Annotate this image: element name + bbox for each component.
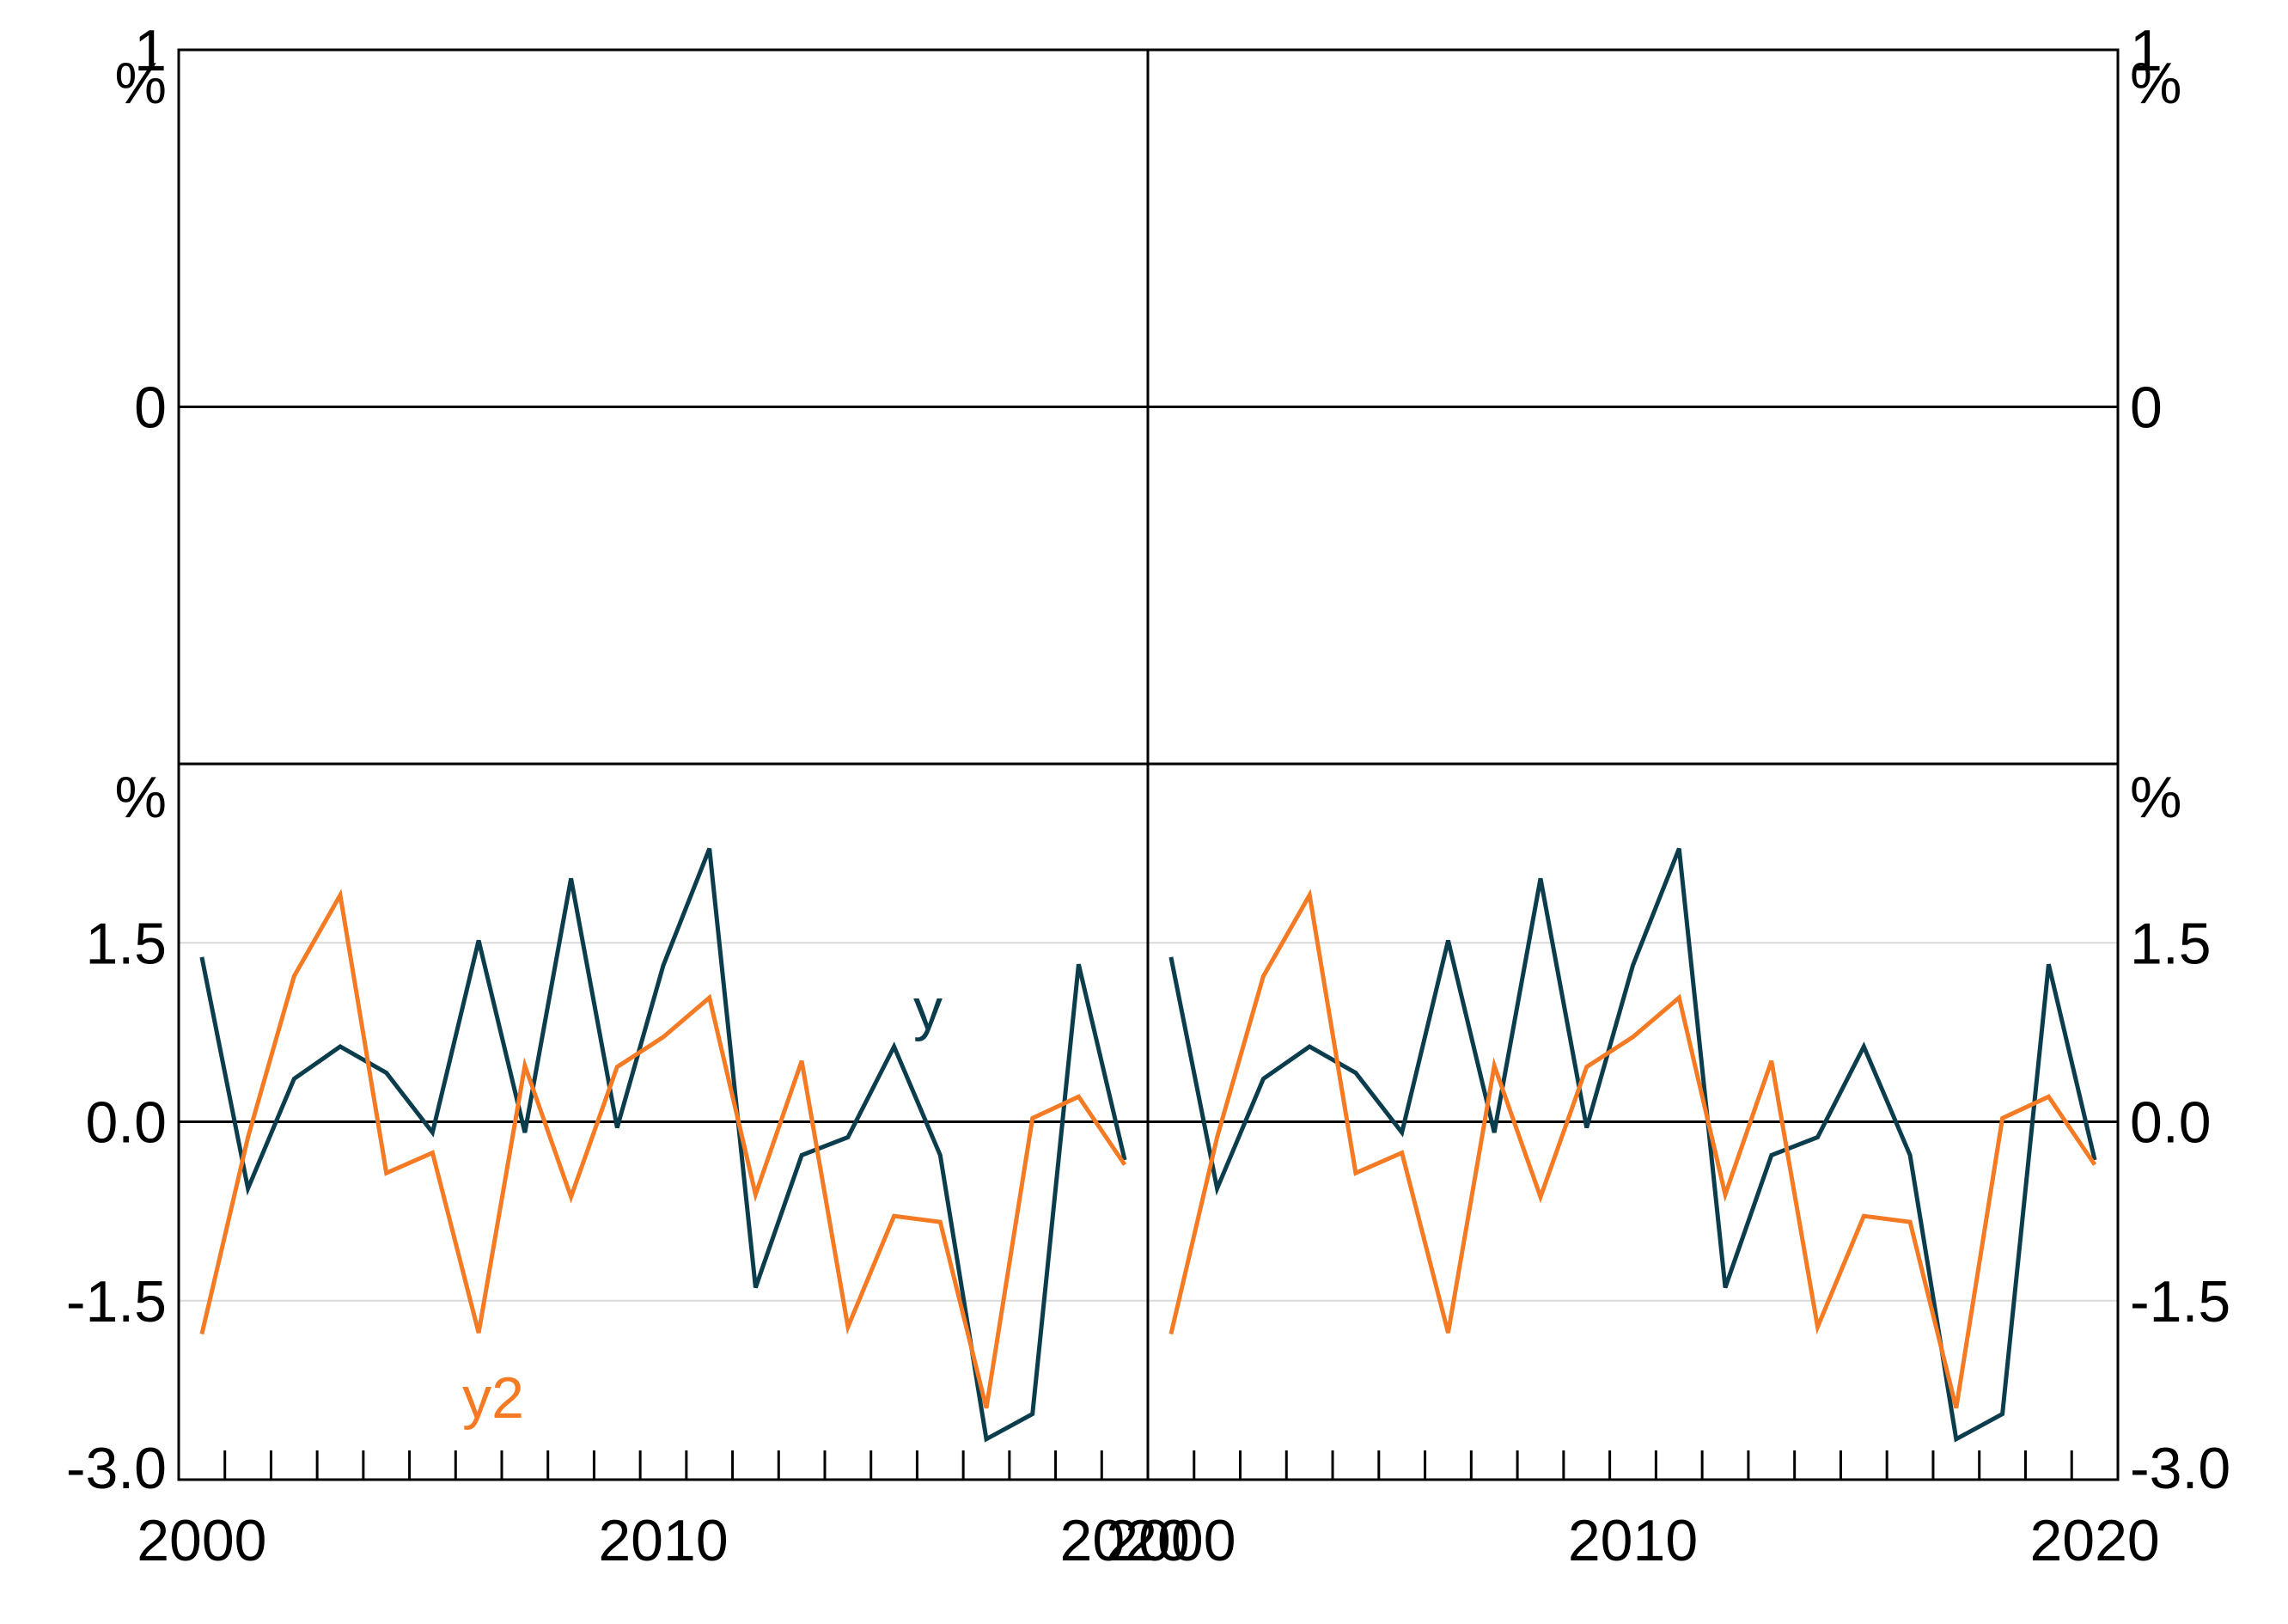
x-tick-label: 2000 <box>137 1508 266 1573</box>
series-label-y: y <box>913 977 943 1042</box>
y-tick-label: 1 <box>134 18 167 83</box>
y-tick-label: 0.0 <box>85 1090 167 1156</box>
series-line-y2 <box>199 888 1127 1409</box>
y-tick-label: -1.5 <box>66 1269 167 1334</box>
tick-labels: 10% 10%1.50.0-1.5-3.0%2000 2010 20201.50.0-… <box>66 18 2230 1573</box>
y-tick-label: -1.5 <box>2130 1269 2230 1334</box>
y-tick-label: 0 <box>134 375 167 441</box>
panel-frames <box>177 48 2120 1481</box>
y-tick-label: 1 <box>2130 18 2163 83</box>
x-tick-label: 2000 <box>1106 1508 1236 1573</box>
zero-lines <box>179 406 2118 1123</box>
panel-frame <box>1146 762 2120 1481</box>
series-line-y <box>199 847 1127 1443</box>
unit-label: % <box>2130 51 2181 116</box>
unit-label: % <box>2130 765 2181 830</box>
series-lines <box>199 847 2097 1443</box>
series-label-y2: y2 <box>462 1365 524 1431</box>
y-tick-label: 1.5 <box>2130 911 2212 976</box>
y-tick-label: -3.0 <box>66 1436 167 1501</box>
x-tick-label: 2020 <box>1060 1508 1190 1573</box>
y-tick-label: 0 <box>2130 375 2163 441</box>
y-tick-label: -3.0 <box>2130 1436 2230 1501</box>
x-tick-label: 2010 <box>598 1508 728 1573</box>
x-tick-label: 2010 <box>1568 1508 1698 1573</box>
series-line-y2 <box>1168 888 2097 1409</box>
x-tick-label: 2020 <box>2029 1508 2159 1573</box>
unit-label: % <box>115 765 167 830</box>
y-tick-label: 1.5 <box>85 911 167 976</box>
x-minor-ticks <box>223 1450 2073 1480</box>
unit-label: % <box>115 51 167 116</box>
series-line-y <box>1168 847 2097 1443</box>
y-tick-label: 0.0 <box>2130 1090 2212 1156</box>
